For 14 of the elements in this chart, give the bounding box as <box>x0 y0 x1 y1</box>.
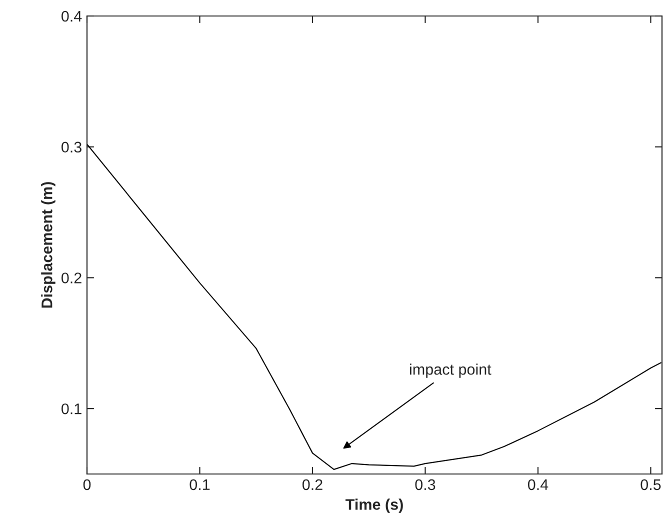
x-tick-label: 0.1 <box>190 479 210 490</box>
x-axis-title: Time (s) <box>346 498 403 513</box>
x-tick-label: 0 <box>83 479 91 490</box>
line-series <box>87 144 662 470</box>
y-tick-label: 0.3 <box>62 142 82 153</box>
x-tick-label: 0.4 <box>528 479 548 490</box>
x-tick-label: 0.5 <box>640 479 661 490</box>
annotation: impact point <box>410 364 492 378</box>
y-tick-label: 0.4 <box>62 10 82 22</box>
x-tick-label: 0.3 <box>415 479 436 490</box>
y-tick-label: 0.2 <box>62 272 82 284</box>
y-tick-label: 0.1 <box>62 403 82 414</box>
x-tick-label: 0.2 <box>302 479 322 490</box>
y-axis-title: Displacement (m) <box>41 182 56 308</box>
